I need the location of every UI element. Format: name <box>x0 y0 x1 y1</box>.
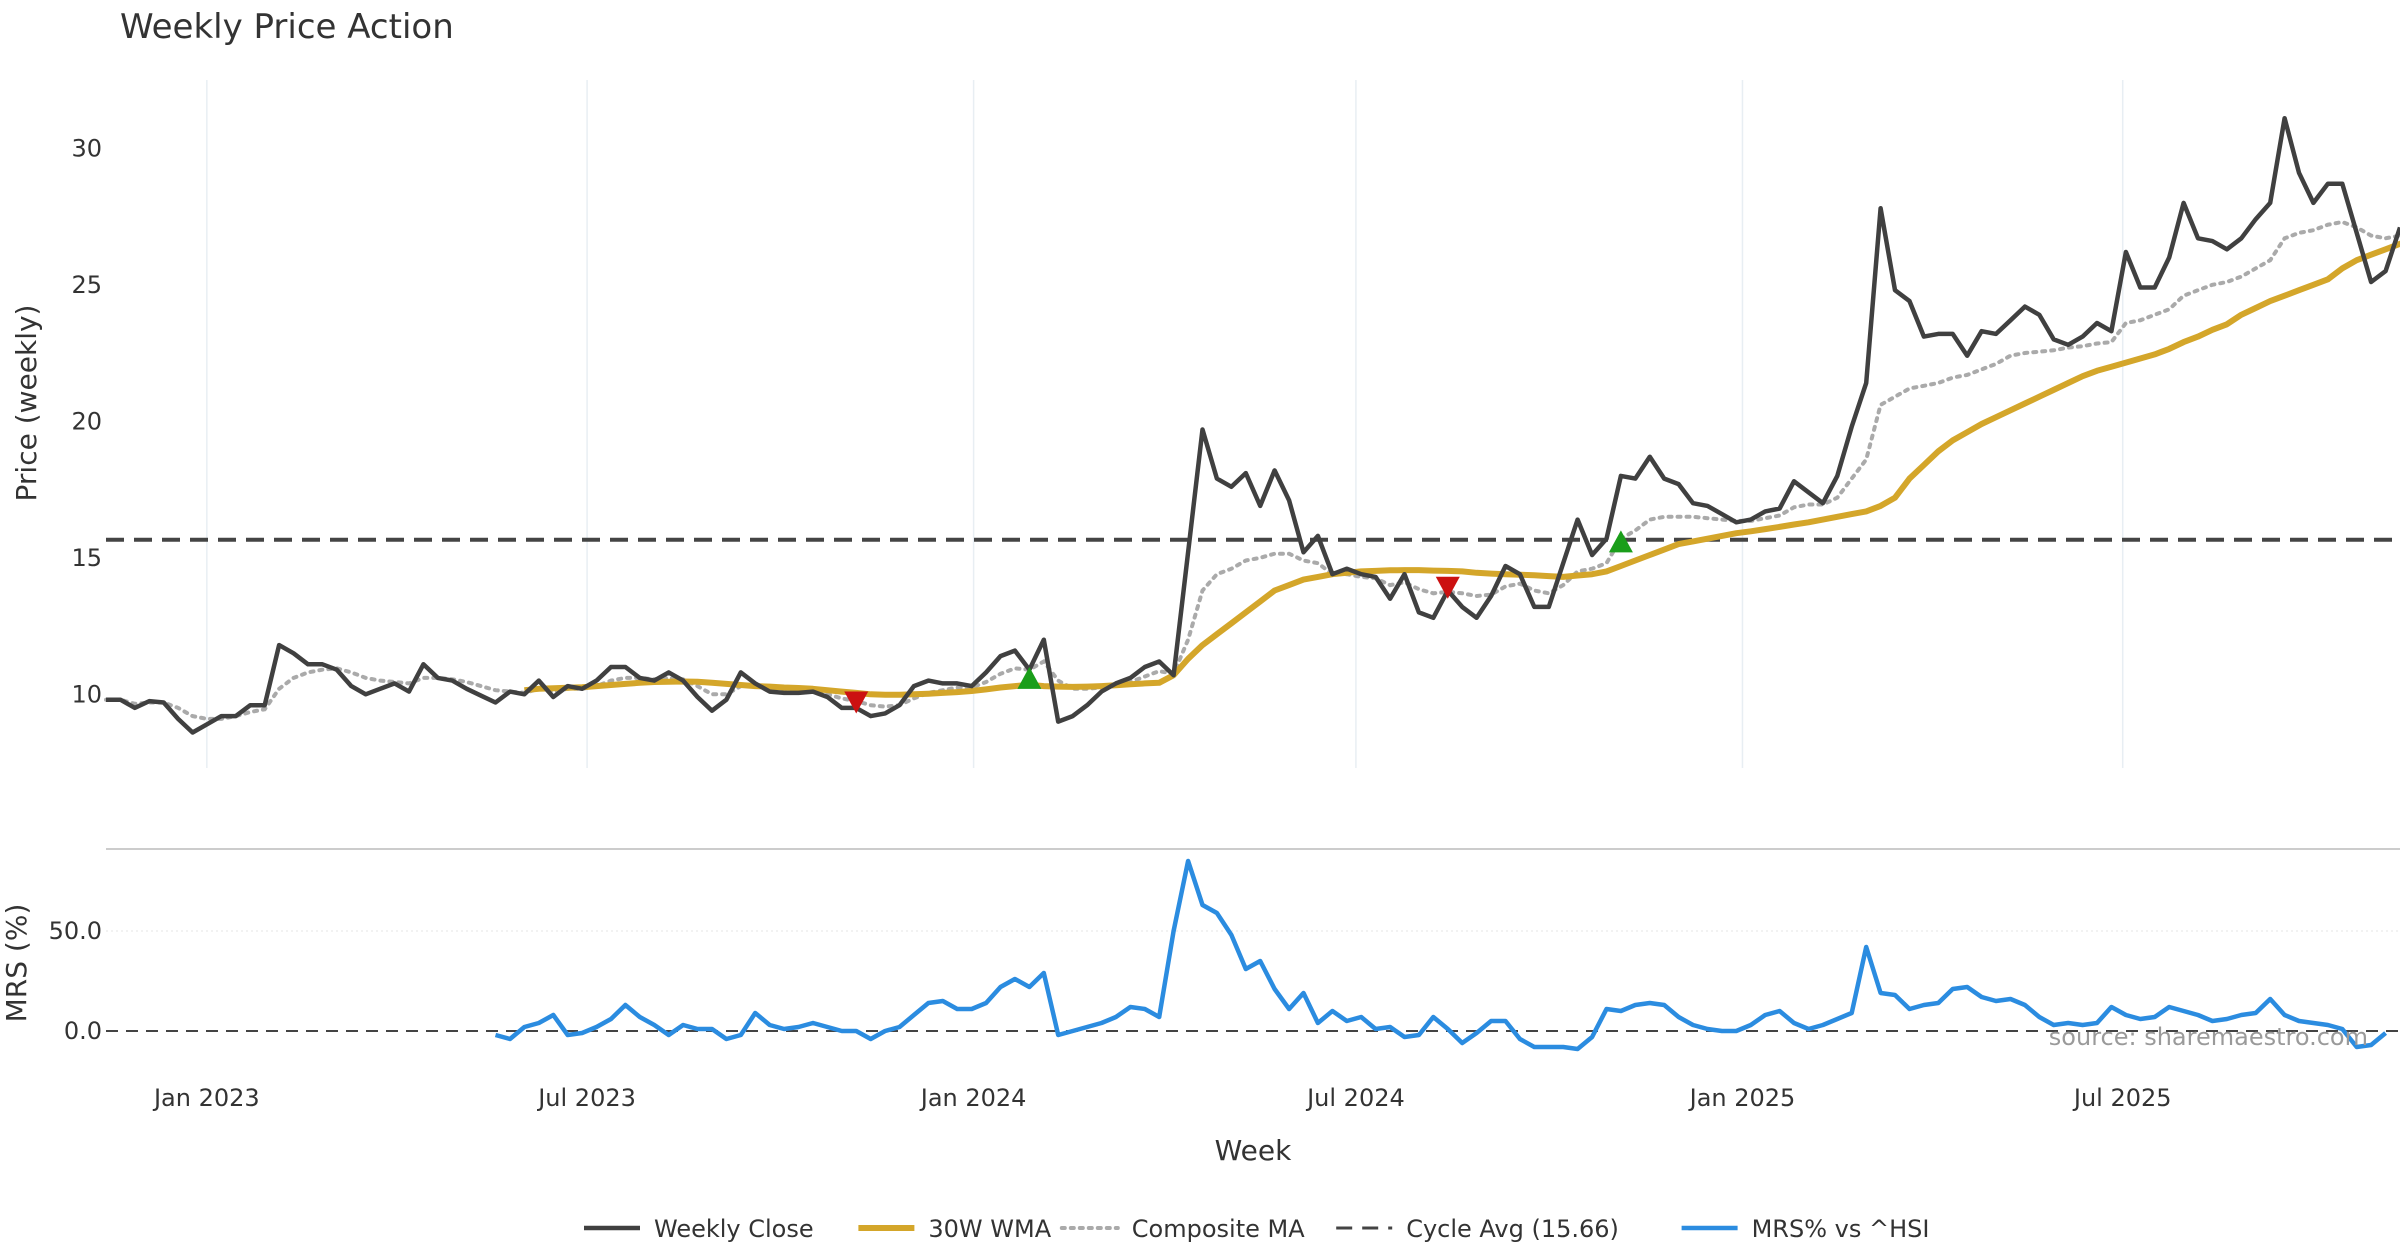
legend-label-composite: Composite MA <box>1132 1215 1305 1243</box>
price-y-tick-label: 30 <box>71 134 102 162</box>
mrs-line <box>494 858 2388 1052</box>
composite-ma-line <box>104 219 2400 721</box>
wma-30w-line <box>524 240 2400 698</box>
x-tick-label: Jul 2023 <box>536 1084 636 1112</box>
x-tick-label: Jan 2024 <box>919 1084 1027 1112</box>
buy-signal-marker <box>1608 530 1633 553</box>
price-gridlines <box>206 80 2124 768</box>
legend-label-wma: 30W WMA <box>928 1215 1051 1243</box>
price-y-tick-label: 15 <box>71 544 102 572</box>
source-watermark: source: sharemaestro.com <box>2049 1023 2368 1051</box>
x-tick-label: Jan 2023 <box>152 1084 260 1112</box>
legend-label-mrs: MRS% vs ^HSI <box>1752 1215 1930 1243</box>
mrs-y-tick-label: 50.0 <box>49 917 102 945</box>
x-axis-label: Week <box>1215 1134 1292 1167</box>
price-y-tick-label: 25 <box>71 271 102 299</box>
x-tick-label: Jul 2024 <box>1305 1084 1405 1112</box>
mrs-y-tick-labels: 0.0 50.0 <box>49 917 102 1045</box>
price-y-tick-label: 10 <box>71 680 102 708</box>
price-y-axis-label: Price (weekly) <box>10 305 43 502</box>
price-y-tick-labels: 10 15 20 25 30 <box>71 134 102 708</box>
chart-title: Weekly Price Action <box>120 7 454 47</box>
mrs-y-axis-label: MRS (%) <box>0 904 33 1023</box>
weekly-close-line <box>106 115 2400 735</box>
chart-legend: Weekly Close 30W WMA Composite MA Cycle Avg… <box>584 1215 1929 1243</box>
sell-signal-marker <box>1435 576 1460 599</box>
buy-signal-marker <box>1017 666 1042 689</box>
legend-label-weekly_close: Weekly Close <box>654 1215 814 1243</box>
price-y-tick-label: 20 <box>71 407 102 435</box>
x-tick-label: Jan 2025 <box>1688 1084 1796 1112</box>
x-tick-labels: Jan 2023 Jul 2023 Jan 2024 Jul 2024 Jan 2025… <box>152 1084 2172 1112</box>
sell-signal-marker <box>844 691 869 714</box>
legend-label-cycle: Cycle Avg (15.66) <box>1406 1215 1619 1243</box>
x-tick-label: Jul 2025 <box>2072 1084 2172 1112</box>
signal-markers <box>844 530 1633 714</box>
mrs-y-tick-label: 0.0 <box>64 1017 102 1045</box>
